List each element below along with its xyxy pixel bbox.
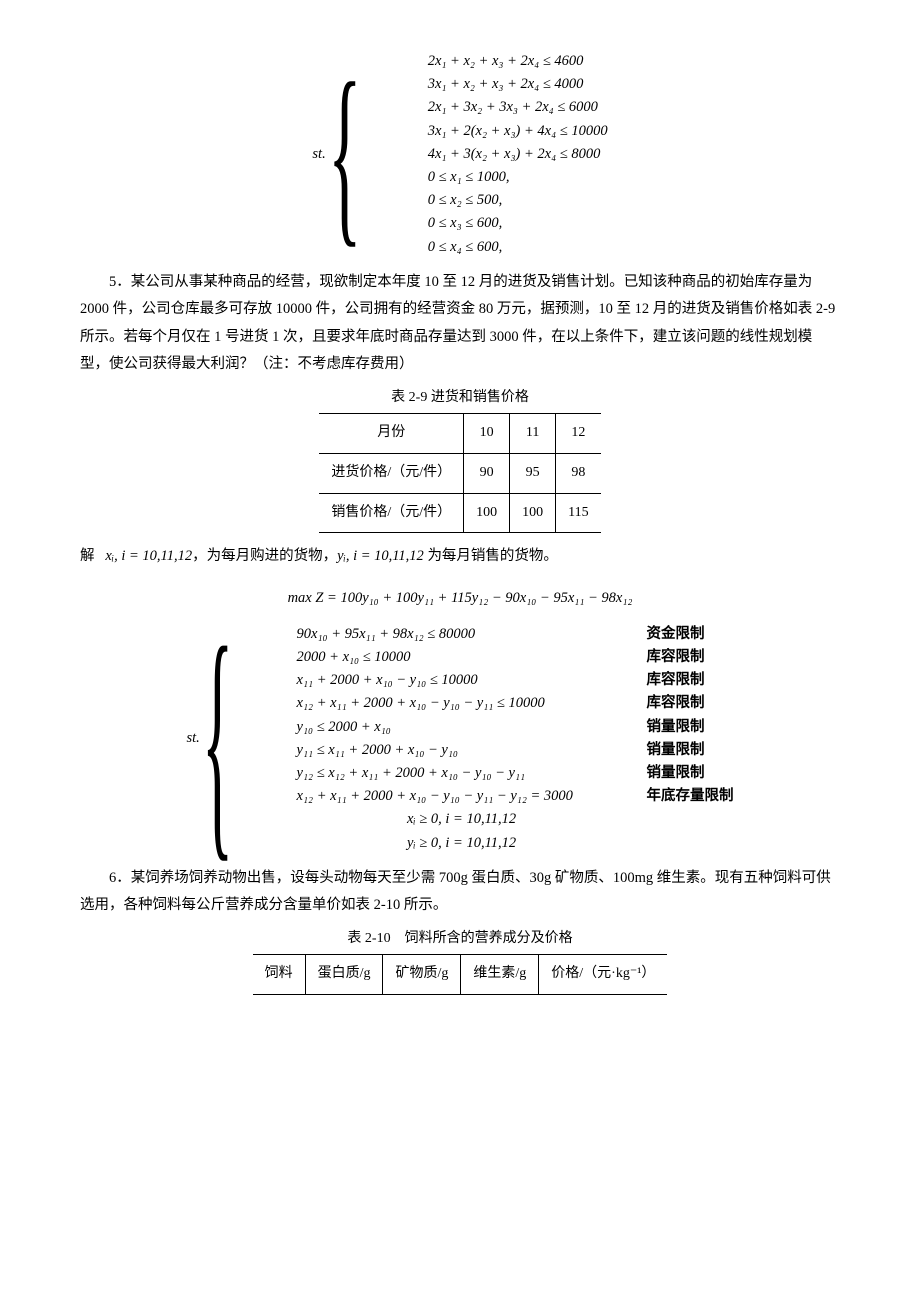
th-protein: 蛋白质/g — [305, 955, 383, 995]
table-2-10: 饲料 蛋白质/g 矿物质/g 维生素/g 价格/（元·kg⁻¹） — [253, 954, 668, 995]
td-sell-11: 100 — [510, 493, 556, 533]
solve-prefix: 解 — [80, 548, 95, 564]
td-buy-12: 98 — [556, 454, 601, 494]
solution-intro: 解 xᵢ, i = 10,11,12，为每月购进的货物，yᵢ, i = 10,1… — [80, 543, 840, 571]
td-sell-10: 100 — [464, 493, 510, 533]
th-10: 10 — [464, 414, 510, 454]
constraint-row: x₁₂ + x₁₁ + 2000 + x₁₀ − y₁₀ − y₁₁ − y₁₂… — [297, 785, 734, 808]
th-mineral: 矿物质/g — [383, 955, 461, 995]
eq-line: 0 ≤ x₂ ≤ 500, — [428, 189, 608, 212]
eq-line: 4x₁ + 3(x₂ + x₃) + 2x₄ ≤ 8000 — [428, 143, 608, 166]
st-label: st. — [186, 725, 199, 753]
equation-list-2: 90x₁₀ + 95x₁₁ + 98x₁₂ ≤ 80000 资金限制 2000 +… — [297, 623, 734, 855]
eq-line: 3x₁ + 2(x₂ + x₃) + 4x₄ ≤ 10000 — [428, 120, 608, 143]
constraint-label: 库容限制 — [647, 669, 705, 692]
constraint-label: 销量限制 — [647, 762, 705, 785]
constraint-lhs: x₁₂ + x₁₁ + 2000 + x₁₀ − y₁₀ − y₁₁ − y₁₂… — [297, 785, 627, 808]
eq-line: 0 ≤ x₄ ≤ 600, — [428, 236, 608, 259]
th-price: 价格/（元·kg⁻¹） — [539, 955, 668, 995]
th-12: 12 — [556, 414, 601, 454]
objective-function: max Z = 100y₁₀ + 100y₁₁ + 115y₁₂ − 90x₁₀… — [80, 585, 840, 613]
eq-line: 3x₁ + x₂ + x₃ + 2x₄ ≤ 4000 — [428, 73, 608, 96]
td-buy-label: 进货价格/（元/件） — [319, 454, 463, 494]
eq-line: 0 ≤ x₃ ≤ 600, — [428, 212, 608, 235]
table-row: 月份 10 11 12 — [319, 414, 600, 454]
nonneg-x: xᵢ ≥ 0, i = 10,11,12 — [297, 808, 627, 831]
th-feed: 饲料 — [253, 955, 306, 995]
constraint-label: 库容限制 — [647, 692, 705, 715]
constraint-lhs: x₁₁ + 2000 + x₁₀ − y₁₀ ≤ 10000 — [297, 669, 627, 692]
brace-group: { 2x₁ + x₂ + x₃ + 2x₄ ≤ 4600 3x₁ + x₂ + … — [328, 50, 608, 259]
constraint-label: 资金限制 — [647, 623, 705, 646]
constraint-system-1: st. { 2x₁ + x₂ + x₃ + 2x₄ ≤ 4600 3x₁ + x… — [80, 50, 840, 259]
th-11: 11 — [510, 414, 556, 454]
constraint-label: 销量限制 — [647, 716, 705, 739]
constraint-label: 年底存量限制 — [647, 785, 734, 808]
y-def: yᵢ, i = 10,11,12 — [337, 548, 424, 564]
st-label: st. — [312, 141, 325, 169]
brace-group: { 90x₁₀ + 95x₁₁ + 98x₁₂ ≤ 80000资金限制 2000… — [202, 623, 734, 855]
equation-list-1: 2x₁ + x₂ + x₃ + 2x₄ ≤ 4600 3x₁ + x₂ + x₃… — [428, 50, 608, 259]
th-month: 月份 — [319, 414, 463, 454]
constraint-row: x₁₁ + 2000 + x₁₀ − y₁₀ ≤ 10000 库容限制 — [297, 669, 734, 692]
constraint-row: x₁₂ + x₁₁ + 2000 + x₁₀ − y₁₀ − y₁₁ ≤ 100… — [297, 692, 734, 715]
constraint-row: y₁₂ ≤ x₁₂ + x₁₁ + 2000 + x₁₀ − y₁₀ − y₁₁… — [297, 762, 734, 785]
eq-line: 2x₁ + 3x₂ + 3x₃ + 2x₄ ≤ 6000 — [428, 96, 608, 119]
constraint-lhs: y₁₀ ≤ 2000 + x₁₀ — [297, 716, 627, 739]
constraint-row: y₁₁ ≤ x₁₁ + 2000 + x₁₀ − y₁₀ 销量限制 — [297, 739, 734, 762]
constraint-row: 90x₁₀ + 95x₁₁ + 98x₁₂ ≤ 80000 资金限制 — [297, 623, 734, 646]
constraint-lhs: y₁₂ ≤ x₁₂ + x₁₁ + 2000 + x₁₀ − y₁₀ − y₁₁ — [297, 762, 627, 785]
td-buy-10: 90 — [464, 454, 510, 494]
constraint-label: 库容限制 — [647, 646, 705, 669]
table-row: 饲料 蛋白质/g 矿物质/g 维生素/g 价格/（元·kg⁻¹） — [253, 955, 668, 995]
nonneg-y: yᵢ ≥ 0, i = 10,11,12 — [297, 832, 627, 855]
table-2-9-caption: 表 2-9 进货和销售价格 — [80, 385, 840, 412]
td-buy-11: 95 — [510, 454, 556, 494]
table-2-9: 月份 10 11 12 进货价格/（元/件） 90 95 98 销售价格/（元/… — [319, 413, 600, 533]
td-sell-12: 115 — [556, 493, 601, 533]
constraint-lhs: 90x₁₀ + 95x₁₁ + 98x₁₂ ≤ 80000 — [297, 623, 627, 646]
x-def: xᵢ, i = 10,11,12 — [105, 548, 192, 564]
eq-line: 0 ≤ x₁ ≤ 1000, — [428, 166, 608, 189]
table-row: 进货价格/（元/件） 90 95 98 — [319, 454, 600, 494]
eq-line: 2x₁ + x₂ + x₃ + 2x₄ ≤ 4600 — [428, 50, 608, 73]
constraint-label: 销量限制 — [647, 739, 705, 762]
constraint-row: 2000 + x₁₀ ≤ 10000 库容限制 — [297, 646, 734, 669]
constraint-lhs: x₁₂ + x₁₁ + 2000 + x₁₀ − y₁₀ − y₁₁ ≤ 100… — [297, 692, 627, 715]
constraint-lhs: 2000 + x₁₀ ≤ 10000 — [297, 646, 627, 669]
mid1: ，为每月购进的货物， — [192, 548, 337, 564]
td-sell-label: 销售价格/（元/件） — [319, 493, 463, 533]
constraint-lhs: y₁₁ ≤ x₁₁ + 2000 + x₁₀ − y₁₀ — [297, 739, 627, 762]
problem-5-text: 5．某公司从事某种商品的经营，现欲制定本年度 10 至 12 月的进货及销售计划… — [80, 269, 840, 379]
constraint-system-2: st. { 90x₁₀ + 95x₁₁ + 98x₁₂ ≤ 80000资金限制 … — [80, 623, 840, 855]
table-2-10-caption: 表 2-10 饲料所含的营养成分及价格 — [80, 926, 840, 953]
problem-6-text: 6．某饲养场饲养动物出售，设每头动物每天至少需 700g 蛋白质、30g 矿物质… — [80, 865, 840, 920]
table-row: 销售价格/（元/件） 100 100 115 — [319, 493, 600, 533]
th-vitamin: 维生素/g — [461, 955, 539, 995]
mid2: 为每月销售的货物。 — [424, 548, 558, 564]
constraint-row: y₁₀ ≤ 2000 + x₁₀ 销量限制 — [297, 716, 734, 739]
